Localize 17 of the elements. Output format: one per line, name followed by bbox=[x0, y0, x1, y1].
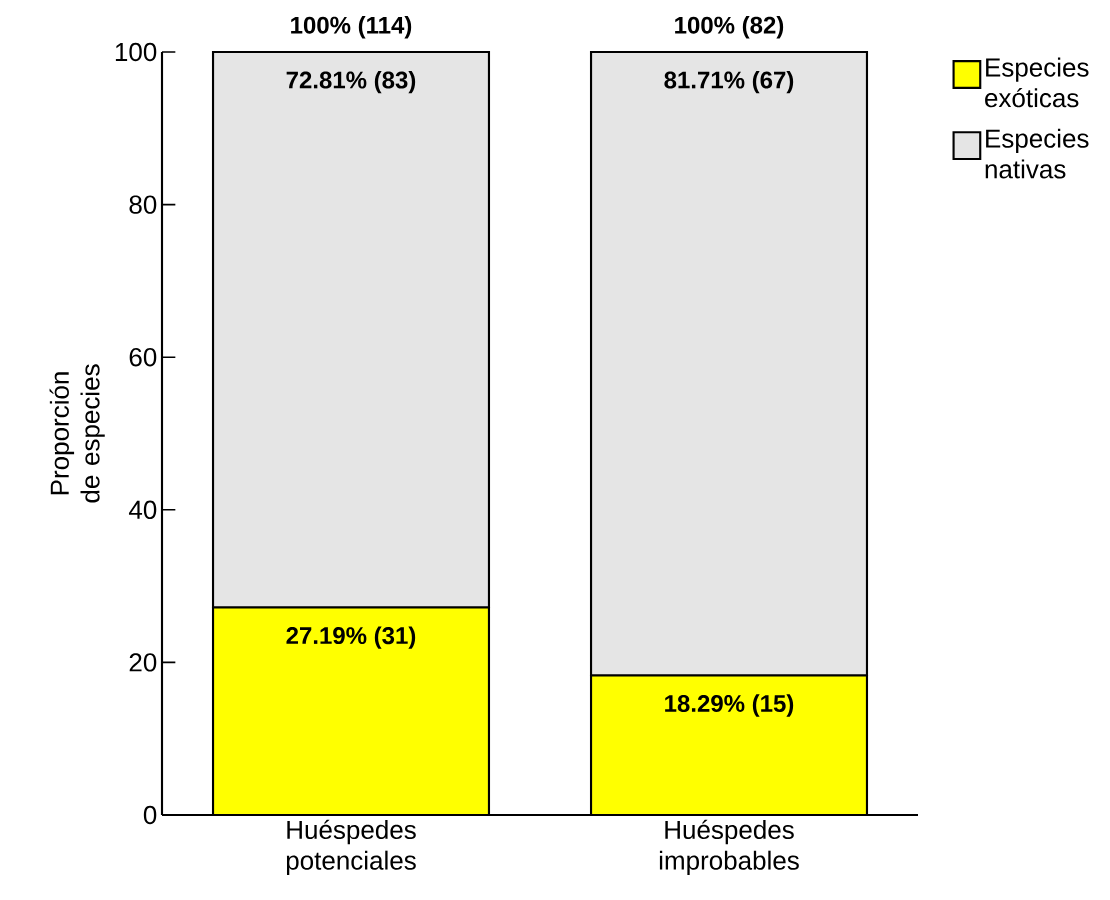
y-tick-label: 60 bbox=[129, 348, 157, 367]
legend-label: Especies exóticas bbox=[985, 57, 1089, 108]
data-label: 18.29% (15) bbox=[665, 694, 794, 717]
y-tick-label: 100 bbox=[115, 42, 157, 62]
y-tick-label: 40 bbox=[128, 500, 157, 519]
y-tick-label: 0 bbox=[143, 805, 157, 825]
x-tick-label: Huéspedes improbables bbox=[659, 819, 799, 875]
x-tick-label: Huéspedes potenciales bbox=[286, 819, 416, 875]
y-tick-label: 80 bbox=[129, 195, 157, 214]
y-tick-label: 20 bbox=[129, 653, 157, 672]
legend-label: Especies nativas bbox=[985, 128, 1089, 179]
total-label: 100% (114) bbox=[291, 16, 412, 39]
data-label: 27.19% (31) bbox=[286, 626, 416, 649]
data-label: 81.71% (67) bbox=[664, 70, 794, 94]
total-label: 100% (82) bbox=[675, 16, 784, 39]
data-label: 72.81% (83) bbox=[286, 70, 416, 94]
y-axis-title: Proporción de especies bbox=[49, 364, 105, 503]
